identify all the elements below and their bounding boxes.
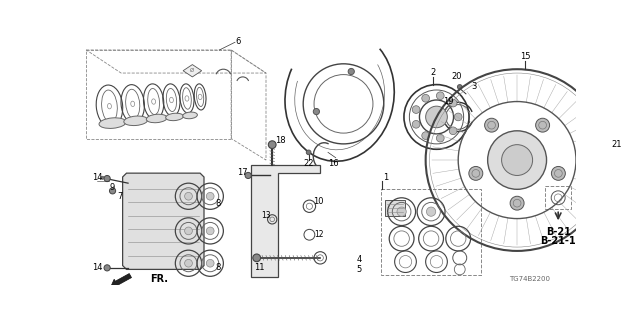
Polygon shape — [183, 65, 202, 77]
Text: 17: 17 — [237, 168, 248, 177]
Circle shape — [397, 207, 406, 216]
Circle shape — [348, 68, 355, 75]
Circle shape — [458, 84, 462, 89]
Text: 8: 8 — [215, 263, 221, 272]
Text: 14: 14 — [92, 263, 102, 272]
Circle shape — [422, 132, 429, 140]
Bar — [381, 188, 481, 275]
Text: 6: 6 — [236, 37, 241, 46]
Bar — [385, 200, 404, 215]
Ellipse shape — [124, 116, 148, 125]
Text: TG74B2200: TG74B2200 — [509, 276, 550, 283]
Ellipse shape — [166, 113, 184, 121]
Text: 18: 18 — [275, 136, 285, 145]
Circle shape — [253, 254, 260, 262]
Text: 16: 16 — [328, 159, 339, 168]
Text: 22: 22 — [303, 159, 314, 168]
Ellipse shape — [99, 118, 126, 128]
Text: 3: 3 — [471, 83, 476, 92]
Text: 12: 12 — [314, 230, 323, 239]
Circle shape — [184, 227, 193, 235]
Circle shape — [184, 192, 193, 200]
Circle shape — [488, 131, 547, 189]
Circle shape — [412, 106, 420, 113]
Text: 10: 10 — [314, 197, 324, 206]
Circle shape — [436, 134, 444, 142]
Circle shape — [426, 207, 436, 216]
Text: B-21-1: B-21-1 — [540, 236, 576, 246]
Circle shape — [422, 94, 429, 102]
Text: 2: 2 — [430, 68, 435, 77]
Polygon shape — [250, 165, 320, 277]
Circle shape — [449, 127, 457, 135]
FancyArrow shape — [111, 274, 131, 287]
Text: 7: 7 — [118, 192, 123, 201]
Text: B-21: B-21 — [546, 228, 571, 237]
Circle shape — [245, 172, 252, 179]
Circle shape — [104, 265, 110, 271]
Text: 4: 4 — [356, 255, 362, 264]
Text: FR.: FR. — [150, 275, 168, 284]
Text: 20: 20 — [451, 72, 462, 81]
Ellipse shape — [182, 112, 197, 119]
Circle shape — [454, 113, 462, 121]
Text: 5: 5 — [356, 265, 362, 274]
Circle shape — [412, 120, 420, 128]
Text: 11: 11 — [255, 263, 265, 272]
Circle shape — [206, 260, 214, 267]
Circle shape — [307, 150, 311, 155]
Circle shape — [502, 145, 532, 175]
Circle shape — [510, 196, 524, 210]
Polygon shape — [123, 173, 204, 269]
Circle shape — [449, 99, 457, 107]
Circle shape — [184, 260, 193, 267]
Circle shape — [552, 166, 565, 180]
Circle shape — [104, 175, 110, 182]
Circle shape — [206, 227, 214, 235]
Text: 15: 15 — [520, 52, 530, 60]
Circle shape — [607, 156, 615, 164]
Circle shape — [268, 141, 276, 148]
Text: 9: 9 — [110, 182, 115, 191]
Circle shape — [101, 176, 104, 179]
Circle shape — [536, 118, 550, 132]
Circle shape — [484, 118, 499, 132]
Circle shape — [436, 92, 444, 100]
Bar — [545, 186, 572, 209]
Ellipse shape — [147, 114, 167, 123]
Text: 21: 21 — [611, 140, 621, 149]
Text: 19: 19 — [443, 97, 453, 106]
Circle shape — [469, 166, 483, 180]
Circle shape — [206, 192, 214, 200]
Circle shape — [313, 108, 319, 115]
Circle shape — [109, 188, 116, 194]
Text: 1: 1 — [383, 173, 388, 182]
Text: 8: 8 — [215, 199, 221, 208]
Text: 13: 13 — [261, 211, 271, 220]
Text: Ø: Ø — [190, 68, 195, 73]
Text: 14: 14 — [92, 172, 102, 181]
Circle shape — [426, 106, 447, 128]
